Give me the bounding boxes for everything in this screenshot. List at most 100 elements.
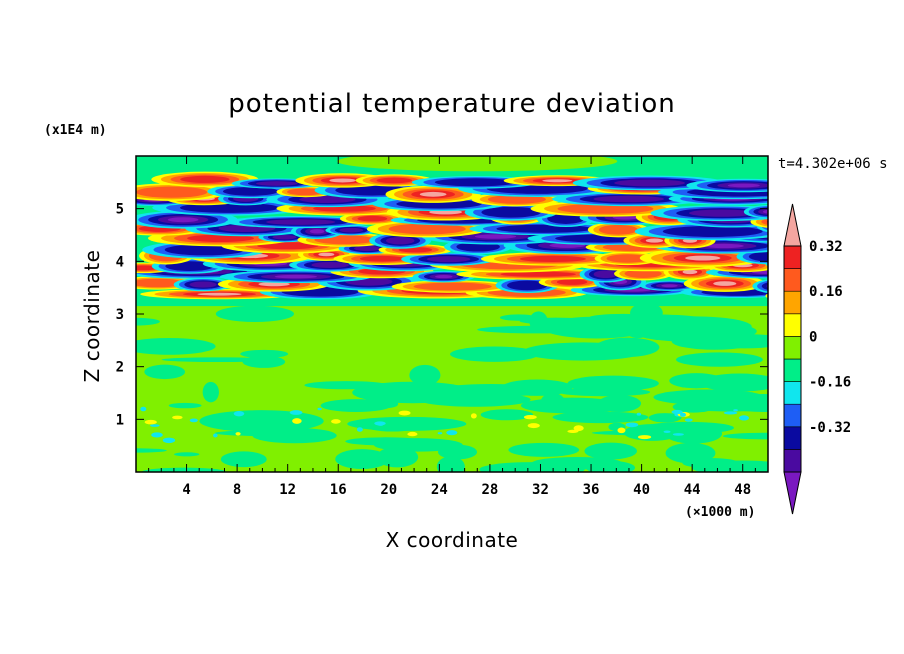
weak-negative-patch xyxy=(630,302,663,324)
x-axis-label: X coordinate xyxy=(386,528,519,552)
small-perturbation xyxy=(733,409,738,412)
negative-lens xyxy=(507,280,548,291)
colorbar-tick-label: -0.32 xyxy=(809,420,851,436)
negative-lens xyxy=(662,225,763,237)
positive-lens xyxy=(500,271,576,277)
x-tick-label: 4 xyxy=(182,482,190,498)
y-tick-label: 4 xyxy=(116,254,124,270)
small-perturbation xyxy=(617,427,626,434)
small-perturbation xyxy=(331,419,341,424)
negative-lens xyxy=(593,195,664,203)
negative-lens xyxy=(299,195,356,203)
negative-lens xyxy=(309,229,325,234)
weak-negative-patch xyxy=(320,399,392,413)
x-tick-label: 12 xyxy=(279,482,296,498)
lower-field xyxy=(136,156,768,472)
negative-lens xyxy=(311,261,350,269)
colorbar-segment xyxy=(783,268,802,292)
x-unit-label: (×1000 m) xyxy=(685,505,755,520)
x-tick-label: 28 xyxy=(481,482,498,498)
negative-lens xyxy=(189,281,217,288)
colorbar: 0.32 0.16 0 -0.16 -0.32 xyxy=(783,203,851,515)
negative-lens xyxy=(354,245,381,252)
y-tick-label: 2 xyxy=(116,360,124,376)
small-perturbation xyxy=(437,432,443,435)
weak-negative-patch xyxy=(699,373,768,392)
weak-negative-patch xyxy=(144,364,186,380)
colorbar-segment xyxy=(783,381,802,405)
weak-negative-patch xyxy=(558,387,651,397)
x-tick-label: 44 xyxy=(684,482,701,498)
small-perturbation xyxy=(738,415,750,421)
positive-lens xyxy=(598,224,638,235)
weak-negative-patch xyxy=(436,456,465,472)
weak-negative-patch xyxy=(199,410,324,433)
small-perturbation xyxy=(679,412,687,417)
weak-negative-patch xyxy=(389,418,406,423)
weak-negative-patch xyxy=(717,354,753,361)
negative-lens xyxy=(274,274,318,279)
positive-lens xyxy=(487,194,546,204)
weak-negative-patch xyxy=(508,442,580,457)
colorbar-segment xyxy=(783,290,802,315)
colorbar-tick-label: 0.16 xyxy=(809,284,843,300)
negative-lens xyxy=(266,219,336,225)
small-perturbation xyxy=(317,407,322,411)
colorbar-max-extension xyxy=(783,203,802,247)
transition-band xyxy=(136,295,768,307)
negative-lens xyxy=(426,256,471,263)
negative-lens xyxy=(727,183,760,188)
weak-negative-patch xyxy=(672,401,715,413)
weak-negative-patch xyxy=(586,460,635,472)
positive-lens xyxy=(180,175,230,183)
negative-lens xyxy=(661,284,678,288)
small-perturbation xyxy=(289,410,303,415)
negative-lens xyxy=(762,209,768,214)
positive-lens xyxy=(795,179,880,186)
weak-negative-patch xyxy=(520,397,625,414)
x-tick-label: 32 xyxy=(532,482,549,498)
positive-lens xyxy=(357,215,388,222)
small-perturbation xyxy=(567,429,579,434)
y-unit-label: (x1E4 m) xyxy=(44,123,107,138)
small-perturbation xyxy=(151,432,163,438)
small-perturbation xyxy=(672,433,684,436)
negative-lens xyxy=(481,206,541,218)
weak-negative-patch xyxy=(242,355,286,368)
small-perturbation xyxy=(172,415,183,420)
negative-lens xyxy=(339,227,364,233)
positive-lens xyxy=(388,223,466,235)
weak-negative-patch xyxy=(335,449,389,470)
x-axis: 4 8 12 16 20 24 28 32 36 40 44 48 xyxy=(148,156,756,498)
x-tick-label: 24 xyxy=(431,482,448,498)
weak-negative-patch xyxy=(692,460,768,472)
negative-lens xyxy=(795,186,845,194)
colorbar-segment xyxy=(783,426,802,450)
weak-negative-patch xyxy=(542,316,652,339)
weak-negative-patch xyxy=(719,394,768,412)
positive-lens xyxy=(318,252,335,257)
weak-negative-patch xyxy=(168,402,202,409)
y-tick-label: 5 xyxy=(116,202,124,218)
colorbar-segment xyxy=(783,403,802,428)
positive-lens xyxy=(519,255,586,263)
y-axis: 1 2 3 4 5 xyxy=(116,202,768,428)
positive-lens xyxy=(187,234,254,242)
small-perturbation xyxy=(292,418,302,424)
x-tick-label: 20 xyxy=(380,482,397,498)
negative-lens xyxy=(614,179,685,187)
negative-lens xyxy=(167,217,199,223)
positive-lens xyxy=(557,203,654,214)
positive-lens xyxy=(771,177,904,187)
positive-lens xyxy=(257,242,319,250)
colorbar-segment xyxy=(783,358,802,382)
small-perturbation xyxy=(407,431,418,437)
time-label: t=4.302e+06 s xyxy=(778,156,888,172)
small-perturbation xyxy=(527,423,540,429)
negative-lens xyxy=(758,208,768,215)
small-perturbation xyxy=(637,435,652,440)
negative-lens xyxy=(435,274,453,279)
positive-lens xyxy=(794,192,901,206)
small-perturbation xyxy=(636,412,642,416)
